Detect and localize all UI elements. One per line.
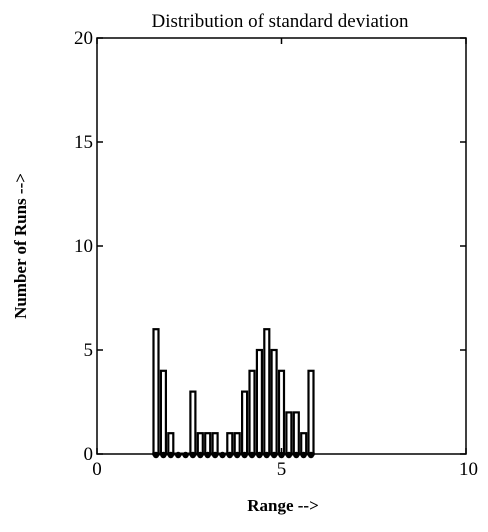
baseline-marker: [278, 451, 285, 459]
y-axis-label: Number of Runs -->: [11, 173, 30, 319]
x-tick-label: 10: [459, 459, 478, 480]
y-tick-label: 5: [84, 340, 94, 361]
histogram-bar: [159, 369, 167, 456]
x-tick-label: 5: [277, 459, 287, 480]
histogram-bar: [292, 411, 300, 456]
baseline-marker: [293, 451, 300, 459]
bars-group: [152, 328, 315, 456]
baseline-marker: [241, 451, 248, 459]
baseline-marker: [175, 451, 182, 459]
histogram-bar: [300, 432, 308, 456]
histogram-bar: [233, 432, 241, 456]
histogram-bar: [270, 348, 278, 456]
histogram-bar: [307, 369, 315, 456]
histogram-bar: [248, 369, 256, 456]
baseline-marker: [226, 451, 233, 459]
baseline-marker: [263, 451, 270, 459]
histogram-bar: [211, 432, 219, 456]
y-tick-label: 20: [74, 28, 93, 49]
histogram-bar: [263, 328, 271, 456]
histogram-bar: [255, 348, 263, 456]
histogram-bar: [226, 432, 234, 456]
baseline-markers: [152, 451, 315, 459]
chart-title: Distribution of standard deviation: [152, 11, 409, 32]
y-tick-label: 15: [74, 132, 93, 153]
histogram-bar: [204, 432, 212, 456]
baseline-marker: [160, 451, 167, 459]
baseline-marker: [256, 451, 263, 459]
baseline-marker: [285, 451, 293, 459]
histogram-bar: [152, 328, 160, 456]
y-axis-ticks: 0 5 10 15 20: [74, 28, 466, 465]
baseline-marker: [204, 451, 211, 459]
histogram-bar: [196, 432, 204, 456]
baseline-marker: [189, 451, 197, 459]
x-tick-label: 0: [92, 459, 102, 480]
x-axis-ticks: 0 5 10: [92, 38, 478, 480]
baseline-marker: [167, 451, 174, 459]
x-axis-label: Range -->: [247, 496, 319, 515]
baseline-marker: [197, 451, 204, 459]
histogram-bar: [241, 390, 249, 456]
histogram-bar: [285, 411, 293, 456]
baseline-marker: [307, 451, 315, 459]
baseline-marker: [300, 451, 307, 459]
baseline-marker: [219, 451, 226, 459]
plot-frame: [96, 37, 467, 455]
y-tick-label: 0: [84, 444, 94, 465]
baseline-marker: [248, 451, 256, 459]
baseline-marker: [152, 451, 160, 459]
baseline-marker: [234, 451, 241, 459]
histogram-bar: [167, 432, 175, 456]
y-tick-label: 10: [74, 236, 93, 257]
baseline-marker: [270, 451, 278, 459]
baseline-marker: [182, 451, 189, 459]
histogram-bar: [277, 369, 286, 456]
baseline-marker: [211, 451, 219, 459]
histogram-bar: [189, 390, 197, 456]
